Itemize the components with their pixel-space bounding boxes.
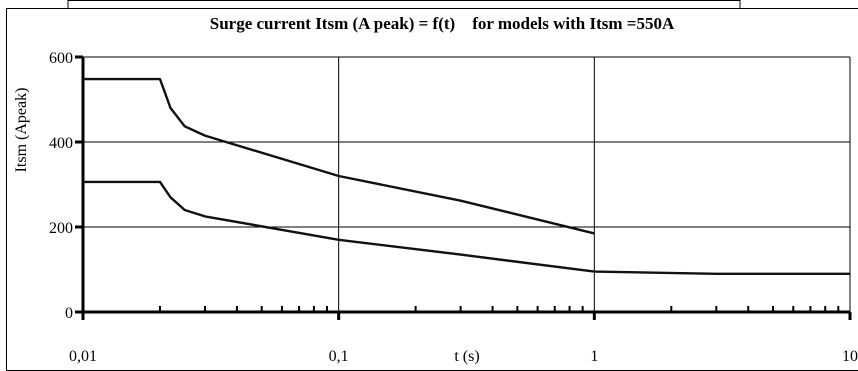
- y-axis-label: Itsm (Apeak): [13, 88, 30, 173]
- chart-title: Surge current Itsm (A peak) = f(t) for m…: [210, 14, 675, 33]
- series-line-2: [83, 180, 850, 275]
- grid: [83, 56, 851, 312]
- series-line-1: [83, 77, 595, 235]
- series-lines: [83, 77, 850, 275]
- y-tick-label: 600: [49, 50, 73, 67]
- x-axis-label: t (s): [454, 348, 479, 365]
- y-tick-label: 0: [65, 305, 73, 322]
- x-tick-label: 1: [590, 348, 598, 365]
- tick-labels: 0 200 400 600 0,01 0,1 1 10: [49, 50, 858, 365]
- x-tick-label: 0,01: [69, 348, 97, 365]
- y-tick-label: 200: [49, 220, 73, 237]
- x-tick-label: 0,1: [329, 348, 349, 365]
- y-tick-label: 400: [49, 135, 73, 152]
- x-tick-label: 10: [842, 348, 858, 365]
- axes: [75, 55, 852, 320]
